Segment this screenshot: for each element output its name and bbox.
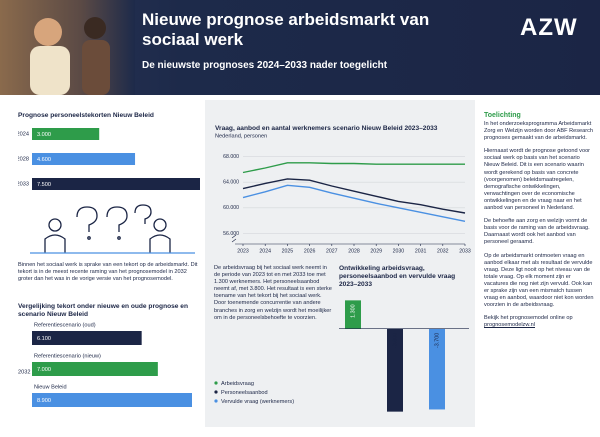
y-tick-label: 60.000 [223,205,239,211]
legend-label: Personeelsaanbod [221,390,268,396]
bar [32,153,136,165]
bar [32,178,200,190]
series-label: Nieuw Beleid [34,384,67,390]
value-label: 4.600 [37,157,51,163]
trend-chart: Vraag, aanbod en aantal werknemers scena… [215,125,471,255]
header-subtitle: De nieuwste prognoses 2024–2033 nader to… [142,60,388,71]
value-label: 6.100 [37,336,51,342]
y-tick-label: 56.000 [223,231,239,237]
paragraph: Op de arbeidsmarkt ontmoeten vraag en aa… [484,252,594,309]
shortage-title: Prognose personeelstekorten Nieuw Beleid [18,112,154,119]
bar [32,128,100,140]
legend-label: Vervulde vraag (werknemers) [221,399,294,405]
legend-label: Arbeidsvraag [221,381,254,387]
legend-marker [214,381,218,385]
x-tick-label: 2026 [304,248,316,254]
bar [32,393,192,407]
header: Nieuwe prognose arbeidsmarkt van sociaal… [0,0,600,95]
link-intro: Bekijk het prognosemodel online op [484,315,573,322]
x-tick-label: 2027 [326,248,338,254]
explanation: Toelichting In het onderzoeksprogramma A… [484,112,596,329]
trend-text: De arbeidsvraag bij het sociaal werk nee… [214,265,332,321]
axis-break [231,234,237,243]
bar [429,328,445,410]
line [242,178,466,214]
bar [32,362,158,376]
explanation-title: Toelichting [484,112,521,119]
middle-panel: Vraag, aanbod en aantal werknemers scena… [205,100,475,427]
value-label: 1.300 [350,304,356,318]
value-label: 7.500 [37,182,51,188]
chart-subtitle: Nederland, personen [215,133,267,139]
x-tick-label: 2025 [282,248,294,254]
line [242,162,465,174]
value-label: 7.000 [37,367,51,373]
legend: Arbeidsvraag Personeelsaanbod Vervulde vra… [214,381,294,405]
x-tick-label: 2031 [415,248,427,254]
x-tick-label: 2029 [370,248,382,254]
y-tick-label: 68.000 [223,154,239,160]
year-label: 2032 [18,369,30,375]
header-photo [0,0,135,95]
x-tick-label: 2028 [348,248,360,254]
change-chart: 1.300 -3.800 -3.700 [339,300,469,412]
paragraph: Hiernaast wordt de prognose getoond voor… [484,148,591,212]
link[interactable]: prognosemodelzw.nl [484,322,535,329]
category-label: 2024 [18,131,29,137]
change-title: Ontwikkeling arbeidsvraag, personeelsaan… [339,265,456,288]
people-illustration [30,204,195,254]
legend-marker [214,399,218,403]
paragraph: In het onderzoeksprogramma Arbeidsmarkt … [484,121,594,142]
category-label: 2028 [18,156,29,162]
bar [387,328,403,412]
comparison-chart: 2032 Referentiescenario (oud) 6.100 Referen… [18,322,192,407]
legend-marker [214,390,218,394]
value-label: 8.900 [37,398,51,404]
value-label: 3.000 [37,132,51,138]
header-title: Nieuwe prognose arbeidsmarkt van sociaal… [142,10,430,49]
x-tick-label: 2023 [237,248,249,254]
bar [345,300,361,329]
comparison-title: Vergelijking tekort onder nieuwe en oude… [18,303,189,318]
value-label: -3.700 [434,333,440,348]
shortage-text: Binnen het sociaal werk is sprake van ee… [18,262,198,283]
line [242,184,466,223]
shortage-chart: 2024 3.000 2028 4.600 2033 7.500 [18,128,200,190]
chart-title: Vraag, aanbod en aantal werknemers scena… [215,125,438,132]
x-tick-label: 2024 [259,248,271,254]
x-tick-label: 2030 [393,248,405,254]
logo: AZW [520,14,578,41]
value-label: -3.800 [392,333,398,348]
x-tick-label: 2033 [459,248,471,254]
series-label: Referentiescenario (oud) [34,322,96,328]
series-label: Referentiescenario (nieuw) [34,353,101,359]
paragraph: De behoefte aan zorg en welzijn vormt de… [484,218,590,246]
link-paragraph: Bekijk het prognosemodel online op progno… [484,315,596,329]
category-label: 2033 [18,181,29,187]
x-tick-label: 2032 [437,248,449,254]
bar [32,331,142,345]
y-tick-label: 64.000 [223,180,239,186]
